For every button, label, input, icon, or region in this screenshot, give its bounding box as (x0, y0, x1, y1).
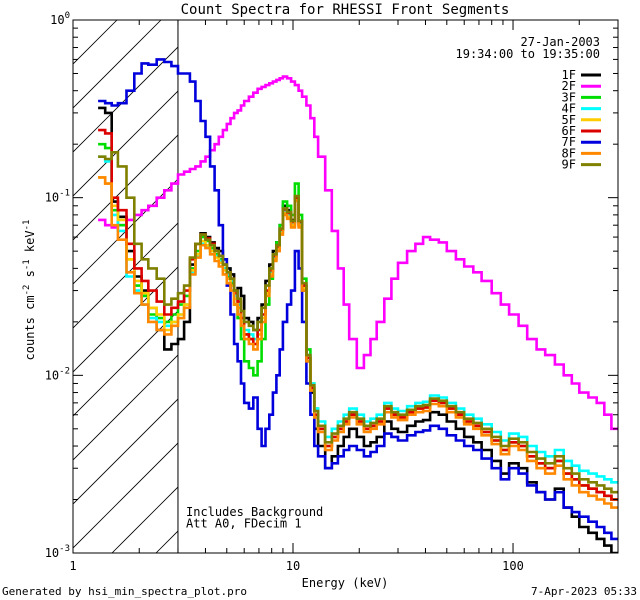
y-axis-label: counts cm-2 s-1 keV-1 (22, 220, 37, 361)
hatch-lines (73, 20, 178, 553)
legend-label: 3F (562, 90, 576, 104)
series-1F (98, 106, 618, 553)
y-tick-label: 10-1 (45, 189, 70, 205)
x-tick-label: 10 (286, 559, 300, 573)
x-tick-label: 1 (69, 559, 76, 573)
series-2F (98, 75, 618, 431)
legend-label: 2F (562, 79, 576, 93)
annotation-text: Att A0, FDecim 1 (186, 517, 302, 531)
y-tick-label: 10-3 (45, 544, 70, 560)
chart-title: Count Spectra for RHESSI Front Segments (181, 2, 510, 18)
y-axis: 10-3 10-2 10-1 100 (45, 11, 618, 560)
legend-label: 1F (562, 68, 576, 82)
y-tick-label: 100 (50, 11, 70, 27)
x-tick-label: 100 (502, 559, 524, 573)
plot-frame (72, 19, 619, 554)
legend-label: 9F (562, 158, 576, 172)
series-8F (98, 176, 618, 509)
legend-label: 5F (562, 113, 576, 127)
annotation-text: Includes Background (186, 505, 323, 519)
hatched-region (73, 20, 179, 553)
time-range-label: 19:34:00 to 19:35:00 (456, 47, 601, 61)
x-axis: 1 10 100 (69, 20, 619, 573)
x-axis-label: Energy (keV) (302, 576, 389, 590)
footer-left: Generated by hsi_min_spectra_plot.pro (2, 585, 247, 598)
date-label: 27-Jan-2003 (521, 35, 600, 49)
legend-label: 4F (562, 102, 576, 116)
y-tick-label: 10-2 (45, 366, 70, 382)
legend-label: 8F (562, 146, 576, 160)
footer-right: 7-Apr-2023 05:33 (531, 585, 637, 598)
series-9F (98, 151, 618, 494)
legend-label: 7F (562, 135, 576, 149)
legend-label: 6F (562, 124, 576, 138)
series-group (98, 58, 618, 553)
